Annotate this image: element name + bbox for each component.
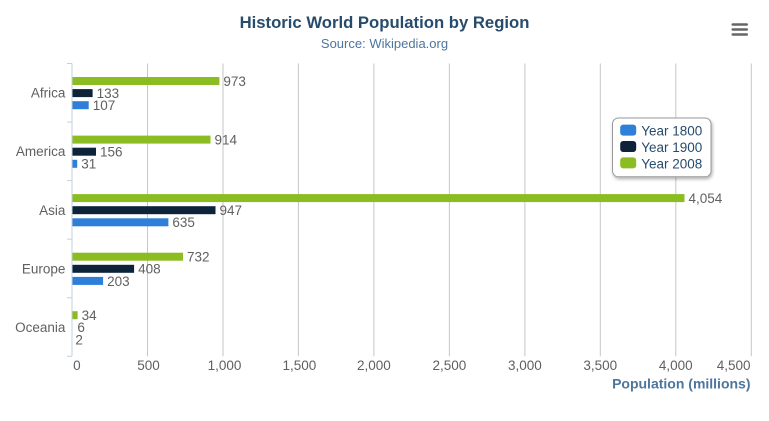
svg-text:500: 500 [137,358,160,373]
svg-text:Historic World Population by R: Historic World Population by Region [240,13,530,32]
svg-text:203: 203 [107,274,130,289]
svg-text:Year 2008: Year 2008 [641,156,702,171]
svg-text:Africa: Africa [31,86,66,101]
svg-text:107: 107 [93,98,116,113]
svg-text:Population (millions): Population (millions) [612,376,750,392]
svg-text:1,500: 1,500 [283,358,317,373]
svg-text:Source: Wikipedia.org: Source: Wikipedia.org [321,36,448,51]
svg-text:3,000: 3,000 [508,358,542,373]
svg-text:Year 1900: Year 1900 [641,140,702,155]
svg-text:133: 133 [97,86,120,101]
svg-text:Europe: Europe [22,261,66,276]
svg-text:947: 947 [220,203,243,218]
svg-text:0: 0 [73,358,81,373]
svg-text:3,500: 3,500 [583,358,617,373]
svg-text:4,500: 4,500 [717,358,751,373]
svg-text:4,054: 4,054 [689,191,723,206]
svg-text:2,500: 2,500 [433,358,467,373]
svg-text:America: America [16,144,66,159]
svg-text:973: 973 [223,74,246,89]
svg-text:408: 408 [138,262,161,277]
svg-text:Oceania: Oceania [15,320,66,335]
svg-text:34: 34 [82,308,98,323]
svg-text:914: 914 [215,133,238,148]
svg-text:Asia: Asia [39,203,66,218]
svg-text:156: 156 [100,145,123,160]
svg-text:1,000: 1,000 [208,358,242,373]
svg-text:732: 732 [187,250,210,265]
svg-text:2,000: 2,000 [357,358,391,373]
svg-text:6: 6 [77,320,85,335]
svg-text:4,000: 4,000 [659,358,693,373]
svg-text:635: 635 [172,215,195,230]
svg-text:Year 1800: Year 1800 [641,124,702,139]
svg-text:2: 2 [75,332,83,347]
svg-text:31: 31 [81,157,96,172]
